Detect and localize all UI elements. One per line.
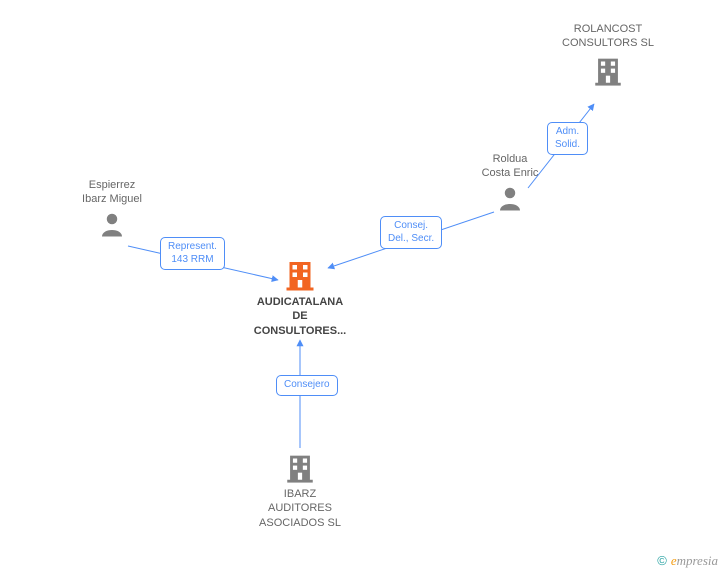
watermark: ©empresia: [657, 553, 718, 569]
person-icon: [495, 183, 525, 213]
brand-rest: mpresia: [677, 553, 718, 568]
node-center-label: AUDICATALANA DE CONSULTORES...: [240, 295, 360, 338]
edge-label-adm-solid: Adm. Solid.: [547, 122, 588, 155]
edge-label-consejero: Consejero: [276, 375, 338, 396]
copyright-symbol: ©: [657, 553, 667, 568]
node-rolancost: ROLANCOST CONSULTORS SL: [548, 22, 668, 90]
edge-label-represent: Represent. 143 RRM: [160, 237, 225, 270]
building-icon: [282, 256, 318, 292]
node-roldua: Roldua Costa Enric: [450, 152, 570, 216]
building-icon: [591, 53, 625, 87]
node-center: AUDICATALANA DE CONSULTORES...: [240, 256, 360, 338]
node-espierrez-label: Espierrez Ibarz Miguel: [52, 178, 172, 207]
node-roldua-label: Roldua Costa Enric: [450, 152, 570, 181]
building-icon: [283, 450, 317, 484]
node-ibarz-label: IBARZ AUDITORES ASOCIADOS SL: [240, 487, 360, 530]
node-rolancost-label: ROLANCOST CONSULTORS SL: [548, 22, 668, 51]
node-ibarz: IBARZ AUDITORES ASOCIADOS SL: [240, 450, 360, 530]
person-icon: [97, 209, 127, 239]
edge-label-consej-del: Consej. Del., Secr.: [380, 216, 442, 249]
node-espierrez: Espierrez Ibarz Miguel: [52, 178, 172, 242]
